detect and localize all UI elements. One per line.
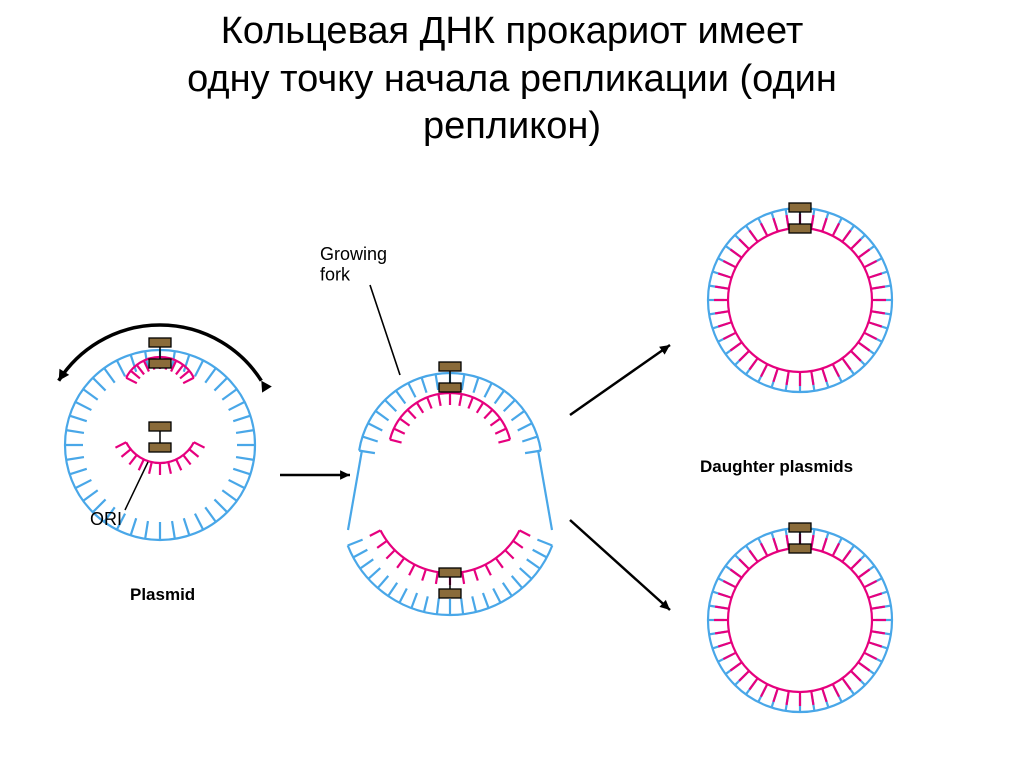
replication-diagram: ORI Plasmid Growingfork Daughter plasmids <box>30 190 994 750</box>
label-daughter-plasmids: Daughter plasmids <box>700 457 853 476</box>
label-growing-fork: Growingfork <box>320 244 387 285</box>
label-plasmid: Plasmid <box>130 585 195 604</box>
page-title: Кольцевая ДНК прокариот имеет одну точку… <box>0 8 1024 151</box>
svg-text:ORI: ORI <box>90 509 122 529</box>
title-line-2: одну точку начала репликации (один <box>187 58 837 100</box>
title-line-1: Кольцевая ДНК прокариот имеет <box>221 10 804 52</box>
title-line-3: репликон) <box>423 105 601 147</box>
